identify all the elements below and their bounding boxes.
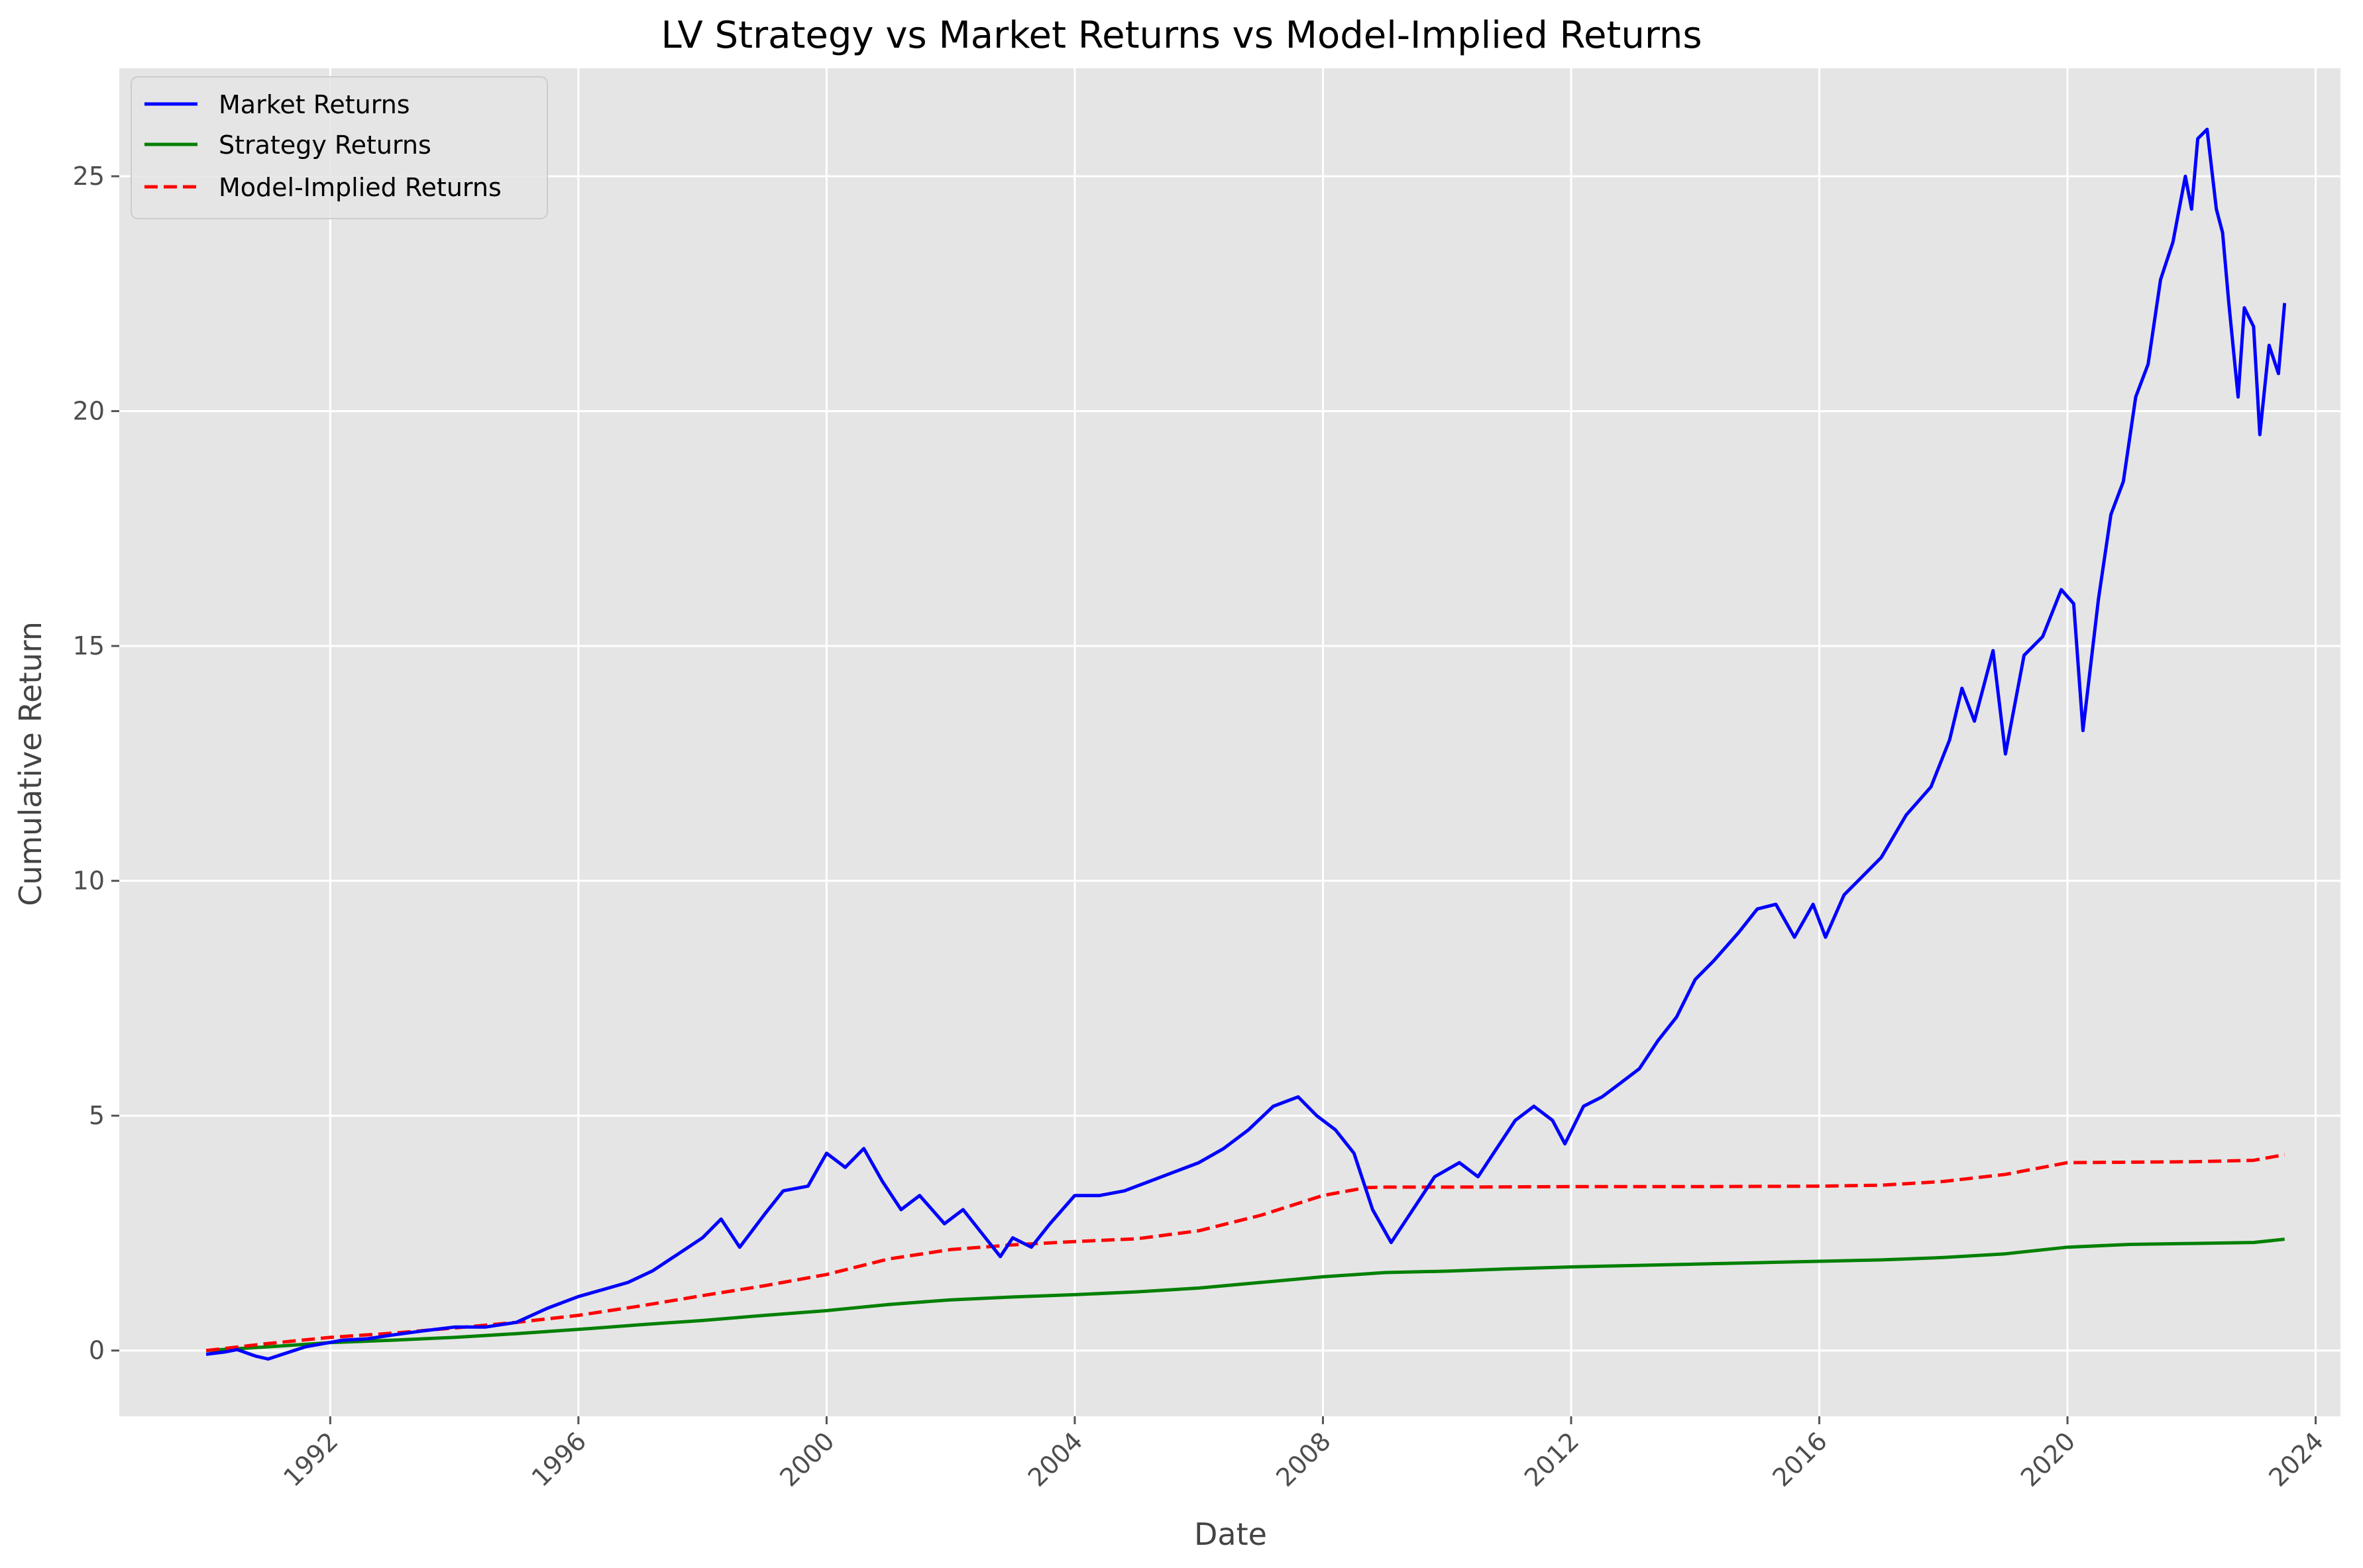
y-tick-label: 15 — [73, 631, 105, 660]
series-line-model-implied-returns — [205, 1153, 2285, 1353]
y-tick-label: 10 — [73, 866, 105, 896]
series-layer — [205, 127, 2287, 1361]
y-axis-label: Cumulative Return — [13, 621, 48, 906]
legend-label-model-implied-returns: Model-Implied Returns — [219, 173, 502, 202]
y-tick-label: 25 — [73, 162, 105, 191]
y-axis: 0 5 10 15 20 25 — [73, 162, 119, 1365]
plot-area — [119, 68, 2340, 1416]
series-line-market-returns — [205, 127, 2287, 1361]
y-tick-label: 0 — [89, 1336, 105, 1365]
legend-label-market-returns: Market Returns — [219, 90, 410, 119]
y-tick-label: 20 — [73, 397, 105, 426]
chart-title: LV Strategy vs Market Returns vs Model-I… — [661, 14, 1702, 57]
y-tick-label: 5 — [89, 1101, 105, 1130]
legend-label-strategy-returns: Strategy Returns — [219, 131, 431, 160]
legend-box — [131, 76, 548, 219]
series-line-strategy-returns — [205, 1237, 2285, 1353]
x-axis-label: Date — [1194, 1516, 1267, 1552]
legend: Market Returns Strategy Returns Model-Im… — [131, 76, 548, 219]
